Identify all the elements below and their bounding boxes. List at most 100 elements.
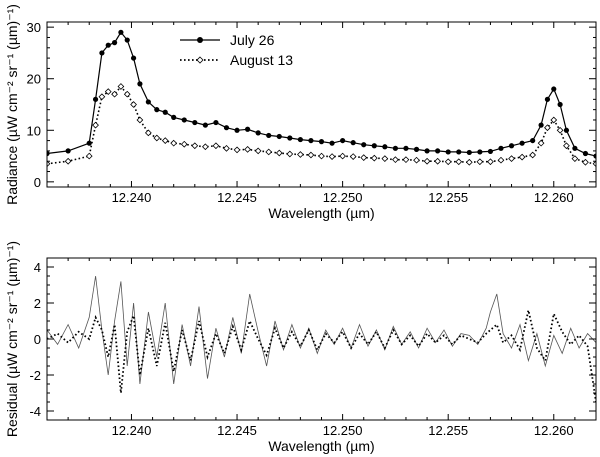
x-axis-label: Wavelength (µm) bbox=[268, 438, 374, 454]
data-point-july-26 bbox=[234, 127, 240, 133]
data-point-july-26 bbox=[413, 146, 420, 152]
data-point-august-13 bbox=[64, 157, 72, 165]
x-tick-label: 12.260 bbox=[534, 423, 574, 438]
data-point-august-13 bbox=[423, 157, 431, 165]
data-point-july-26 bbox=[111, 40, 118, 46]
data-point-july-26 bbox=[361, 142, 367, 148]
x-tick-label: 12.240 bbox=[112, 423, 152, 438]
data-point-july-26 bbox=[192, 119, 198, 126]
data-point-august-13 bbox=[265, 148, 273, 156]
legend-label-august-13: August 13 bbox=[230, 52, 293, 68]
data-point-august-13 bbox=[497, 156, 505, 164]
data-point-july-26 bbox=[202, 122, 208, 128]
data-point-august-13 bbox=[563, 142, 570, 150]
series-line-august-13 bbox=[47, 310, 596, 403]
data-point-august-13 bbox=[297, 151, 304, 158]
data-point-august-13 bbox=[592, 160, 596, 168]
data-point-july-26 bbox=[318, 139, 325, 145]
data-point-august-13 bbox=[349, 153, 357, 160]
data-point-august-13 bbox=[307, 151, 315, 159]
data-point-august-13 bbox=[233, 146, 241, 154]
data-point-august-13 bbox=[170, 139, 178, 147]
legend-marker-july-26 bbox=[197, 37, 203, 43]
data-point-july-26 bbox=[382, 144, 388, 150]
data-point-july-26 bbox=[538, 122, 544, 128]
data-point-august-13 bbox=[455, 158, 463, 166]
x-tick-label: 12.245 bbox=[217, 190, 257, 205]
data-point-july-26 bbox=[403, 145, 409, 151]
x-tick-label: 12.240 bbox=[112, 190, 152, 205]
data-point-july-26 bbox=[392, 145, 399, 151]
data-point-august-13 bbox=[413, 156, 420, 164]
x-tick-label: 12.255 bbox=[428, 423, 468, 438]
x-tick-label: 12.260 bbox=[534, 190, 574, 205]
data-point-august-13 bbox=[444, 158, 452, 166]
data-point-july-26 bbox=[118, 29, 124, 35]
data-point-july-26 bbox=[124, 37, 130, 43]
y-tick-label: 2 bbox=[34, 296, 41, 311]
plot-area bbox=[47, 275, 596, 403]
radiance-panel: 12.240 12.245 12.250 12.255 12.260 0 10 20 30 Wav… bbox=[4, 4, 597, 221]
data-point-august-13 bbox=[275, 149, 283, 157]
data-point-july-26 bbox=[47, 150, 50, 157]
data-point-july-26 bbox=[424, 148, 430, 154]
data-point-july-26 bbox=[519, 140, 525, 146]
data-point-july-26 bbox=[508, 143, 515, 149]
data-point-august-13 bbox=[537, 139, 545, 147]
data-point-july-26 bbox=[572, 145, 578, 151]
data-point-august-13 bbox=[370, 154, 378, 162]
data-point-august-13 bbox=[360, 154, 368, 161]
data-point-july-26 bbox=[445, 149, 451, 155]
data-point-august-13 bbox=[47, 160, 51, 168]
y-axis-label: Residual (µW cm⁻² sr⁻¹ (µm)⁻¹) bbox=[4, 241, 20, 437]
data-point-july-26 bbox=[466, 149, 472, 156]
data-point-august-13 bbox=[92, 121, 99, 129]
data-point-august-13 bbox=[465, 158, 473, 166]
data-point-july-26 bbox=[181, 117, 187, 123]
data-point-august-13 bbox=[339, 152, 346, 160]
data-point-july-26 bbox=[435, 148, 441, 154]
data-point-july-26 bbox=[563, 127, 570, 133]
data-point-july-26 bbox=[266, 132, 272, 139]
x-axis-label: Wavelength (µm) bbox=[268, 205, 374, 221]
data-point-july-26 bbox=[557, 101, 563, 108]
data-point-august-13 bbox=[571, 155, 579, 163]
data-point-august-13 bbox=[318, 152, 325, 160]
y-tick-label: 4 bbox=[34, 260, 41, 275]
y-tick-label: -2 bbox=[29, 368, 41, 383]
data-point-august-13 bbox=[104, 88, 112, 95]
data-point-july-26 bbox=[371, 143, 377, 149]
data-point-august-13 bbox=[212, 142, 220, 150]
y-tick-label: 30 bbox=[27, 20, 41, 35]
y-tick-label: 20 bbox=[27, 72, 41, 87]
data-point-july-26 bbox=[498, 145, 504, 151]
data-point-august-13 bbox=[161, 137, 169, 144]
data-point-july-26 bbox=[456, 149, 462, 155]
data-point-august-13 bbox=[85, 152, 93, 160]
data-point-august-13 bbox=[130, 101, 137, 108]
data-point-august-13 bbox=[381, 155, 389, 163]
data-point-july-26 bbox=[487, 148, 494, 155]
data-point-july-26 bbox=[137, 81, 143, 87]
data-point-july-26 bbox=[544, 96, 551, 102]
legend-label-july-26: July 26 bbox=[230, 32, 275, 48]
y-tick-label: 0 bbox=[34, 175, 41, 190]
data-point-july-26 bbox=[99, 50, 105, 56]
data-point-august-13 bbox=[487, 158, 494, 166]
data-point-august-13 bbox=[111, 90, 118, 98]
data-point-july-26 bbox=[154, 107, 160, 113]
residual-panel: 12.240 12.245 12.250 12.255 12.260 -4 -2 0 2 4 Wav… bbox=[4, 241, 597, 454]
series-line-july-26 bbox=[47, 275, 596, 385]
data-point-august-13 bbox=[201, 143, 209, 151]
data-point-july-26 bbox=[145, 99, 151, 105]
data-point-august-13 bbox=[254, 147, 262, 155]
y-tick-label: -4 bbox=[29, 404, 41, 419]
x-tick-label: 12.250 bbox=[323, 190, 363, 205]
data-point-august-13 bbox=[223, 144, 230, 152]
data-point-august-13 bbox=[123, 90, 131, 98]
data-point-july-26 bbox=[130, 55, 137, 61]
data-point-july-26 bbox=[171, 114, 177, 120]
data-point-august-13 bbox=[402, 156, 410, 164]
data-point-august-13 bbox=[529, 151, 537, 159]
